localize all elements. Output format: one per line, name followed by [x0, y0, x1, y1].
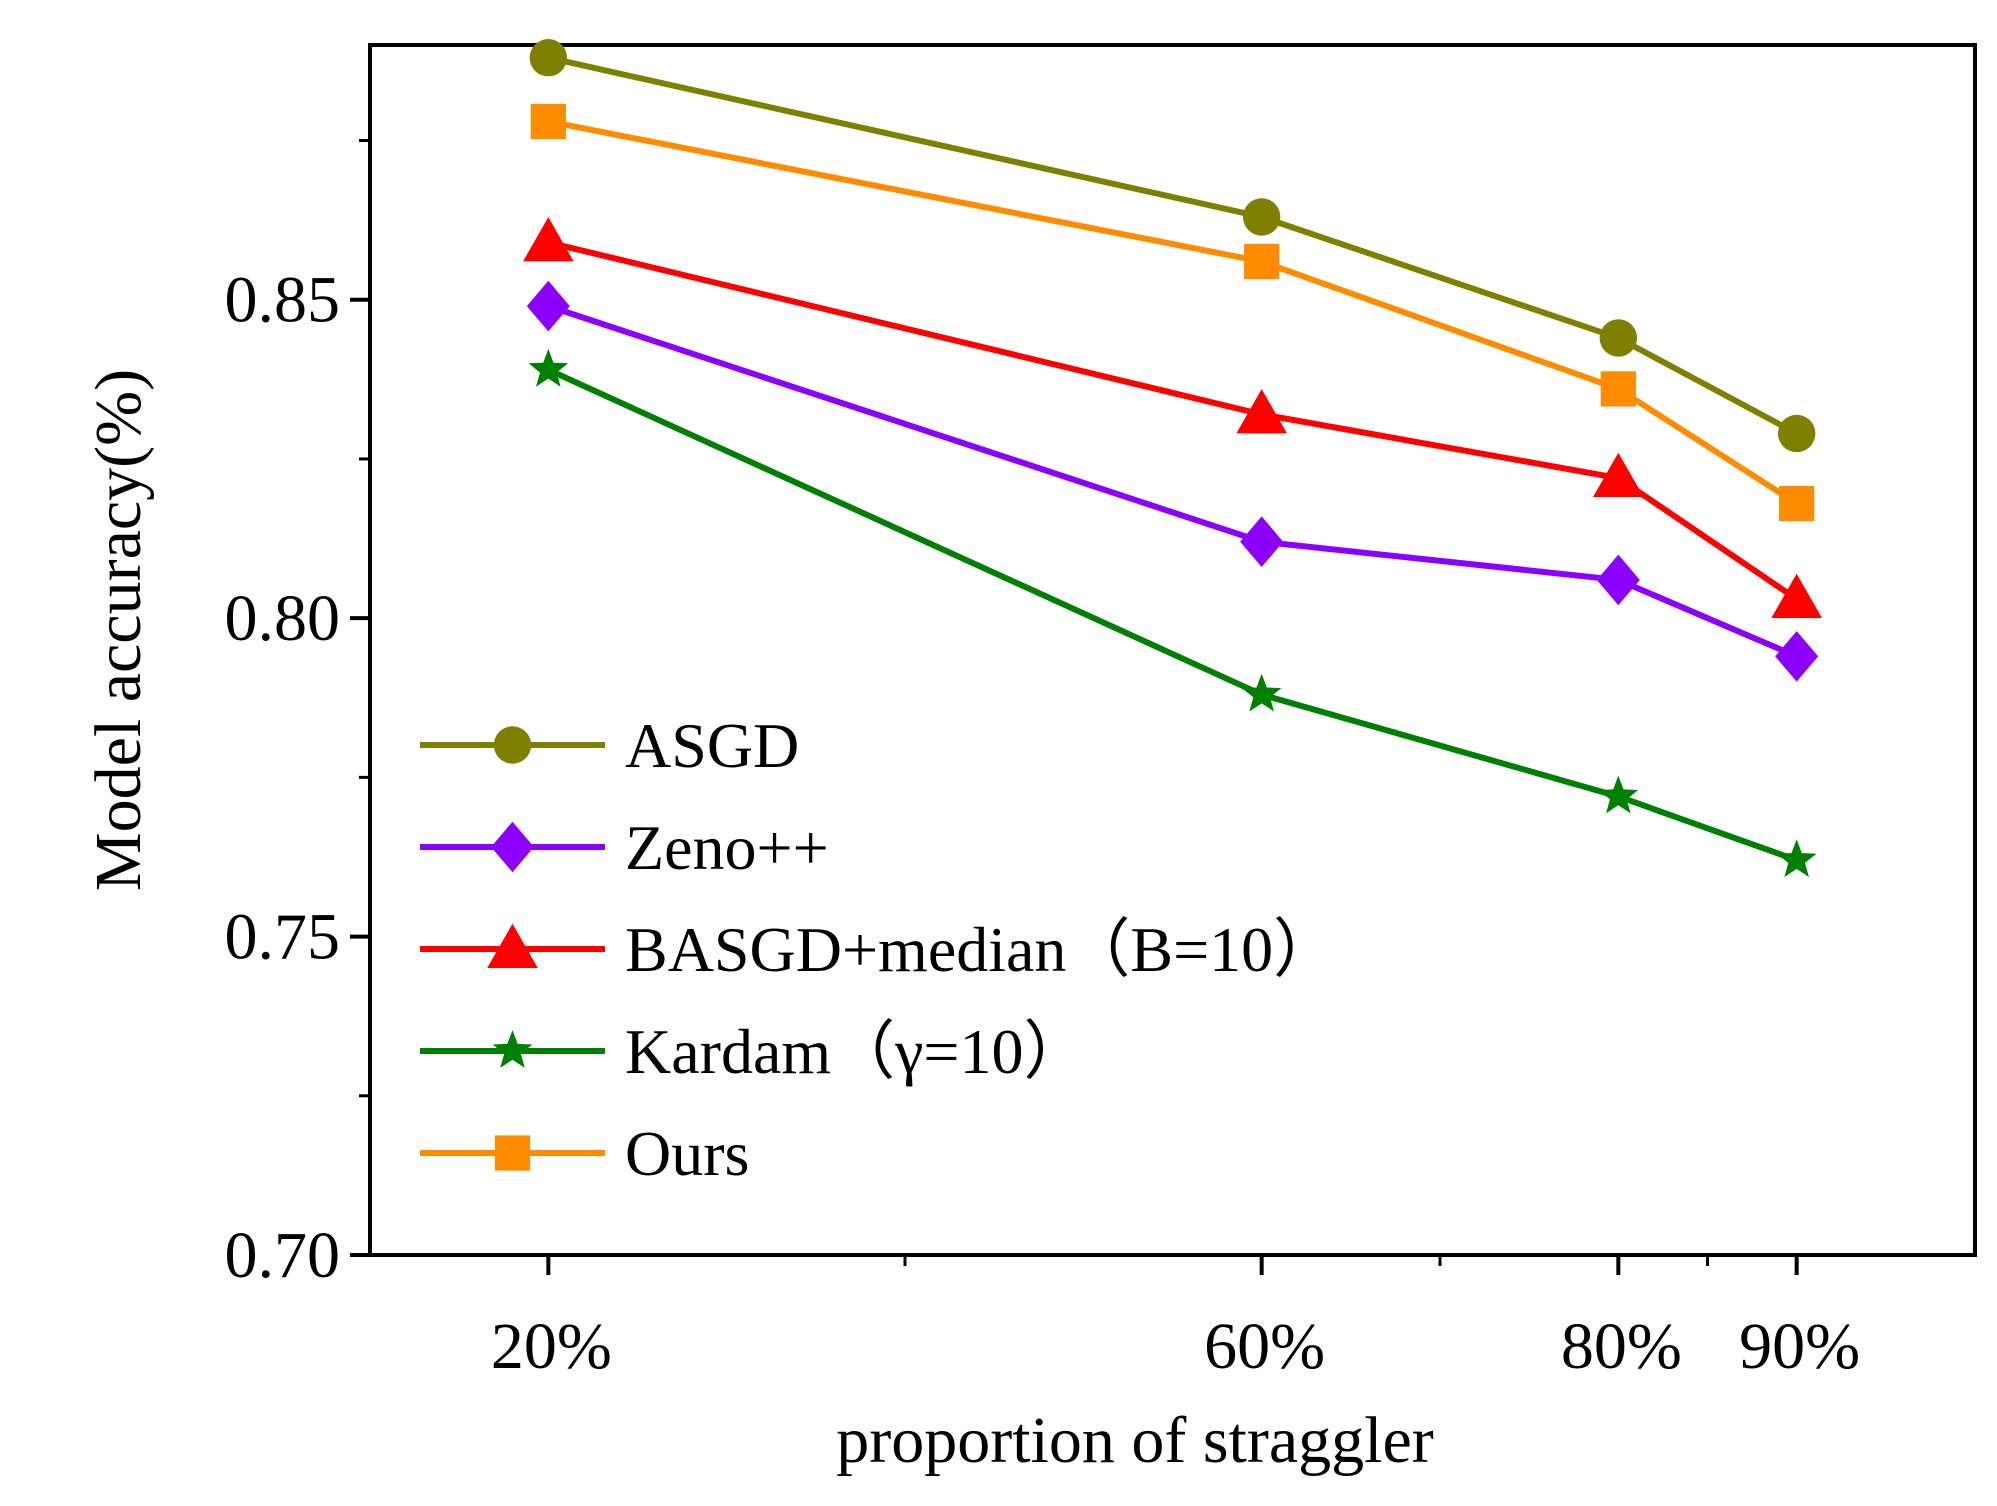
series-line-2: [547, 239, 1799, 602]
series-4-point-3: [1779, 485, 1815, 522]
y-tick-label-3: 0.85: [225, 264, 341, 337]
series-3-point-1: [1241, 673, 1282, 712]
series-1-point-0: [526, 280, 570, 332]
series-3: [528, 348, 1817, 878]
series-0-point-2: [1599, 319, 1638, 357]
series-2-point-3: [1771, 573, 1822, 619]
series-3-point-0: [528, 348, 569, 387]
series-2: [523, 217, 1822, 619]
legend-item-3: Kardam（γ=10）: [420, 1016, 1088, 1087]
y-tick-label-2: 0.80: [225, 582, 341, 655]
x-tick-label-0: 20%: [491, 1310, 612, 1383]
legend-item-2: BASGD+median（B=10）: [420, 914, 1337, 985]
series-2-point-2: [1593, 452, 1644, 498]
series-4-point-2: [1600, 371, 1636, 407]
y-axis-title: Model accuracy(%): [82, 369, 155, 891]
legend-label-1: Zeno++: [625, 812, 829, 883]
series-0-point-3: [1777, 414, 1816, 453]
series-line-4: [547, 118, 1799, 507]
series-4-point-0: [530, 103, 566, 140]
series-0-point-1: [1242, 198, 1281, 236]
series-2-point-1: [1236, 389, 1287, 434]
legend: ASGD Zeno++ BASGD+median（B=10） Kardam（γ=10）…: [420, 710, 1337, 1189]
series-2-point-0: [523, 217, 574, 262]
series-1: [526, 280, 1819, 682]
series-0: [529, 39, 1816, 453]
legend-marker-2: [487, 923, 538, 968]
legend-marker-3: [492, 1030, 533, 1068]
series-1-point-1: [1240, 516, 1284, 568]
series-3-point-3: [1776, 839, 1817, 878]
legend-label-3: Kardam（γ=10）: [625, 1016, 1088, 1087]
legend-label-4: Ours: [625, 1118, 749, 1189]
series-1-point-2: [1596, 554, 1640, 606]
plot-area: [368, 43, 1977, 1257]
series-line-1: [547, 303, 1798, 660]
series-3-point-2: [1598, 775, 1639, 814]
x-tick-label-2: 80%: [1561, 1310, 1682, 1383]
legend-marker-0: [493, 726, 532, 764]
legend-marker-4: [494, 1135, 531, 1171]
axis-ticks: 0.70 0.75 0.80 0.85 20% 60% 80% 90%: [225, 139, 1860, 1383]
x-axis-title: proportion of straggler: [836, 1404, 1434, 1477]
legend-marker-1: [490, 821, 535, 873]
series-4: [530, 103, 1815, 522]
series-layer: [523, 39, 1822, 878]
series-1-point-3: [1775, 631, 1819, 682]
legend-item-0: ASGD: [420, 710, 799, 781]
legend-item-4: Ours: [420, 1118, 749, 1189]
legend-label-0: ASGD: [625, 710, 799, 781]
series-line-3: [547, 367, 1798, 863]
series-4-point-1: [1244, 243, 1280, 280]
x-tick-label-3: 90%: [1739, 1310, 1860, 1383]
series-line-0: [547, 54, 1799, 437]
x-tick-label-1: 60%: [1204, 1310, 1325, 1383]
y-tick-label-1: 0.75: [225, 901, 341, 974]
legend-label-2: BASGD+median（B=10）: [625, 914, 1337, 985]
y-tick-label-0: 0.70: [225, 1219, 341, 1292]
legend-item-1: Zeno++: [420, 812, 829, 883]
series-0-point-0: [529, 39, 568, 77]
